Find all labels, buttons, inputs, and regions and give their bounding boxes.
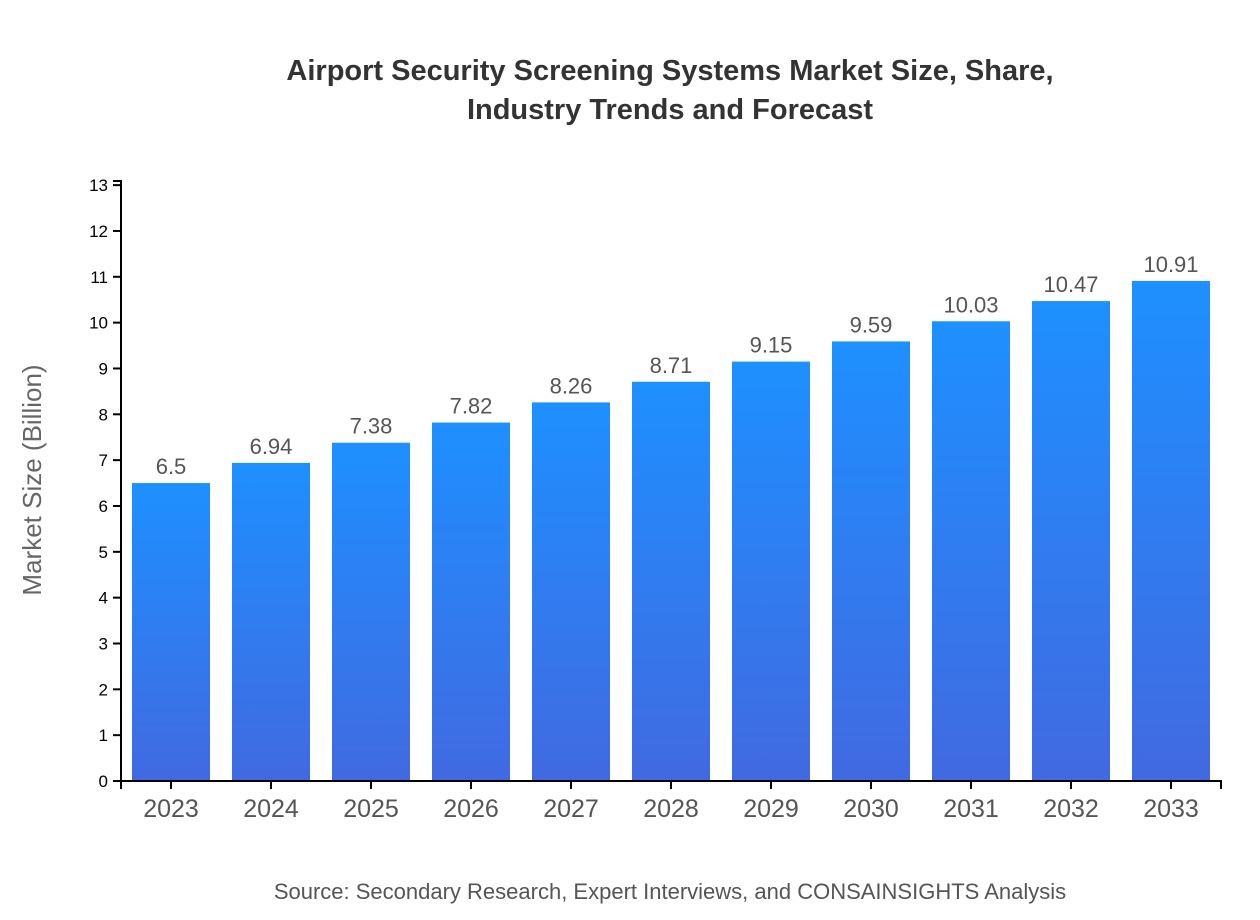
x-axis-line [120,780,1222,789]
y-tick-label-4: 4 [99,589,108,608]
x-tick-label-2030: 2030 [843,795,899,823]
y-tick-label-12: 12 [89,222,108,241]
y-tick-label-5: 5 [99,543,108,562]
y-tick-label-13: 13 [89,176,108,195]
data-label-2025: 7.38 [350,414,393,439]
y-tick-label-2: 2 [99,680,108,699]
x-tick-label-2028: 2028 [643,795,699,823]
x-tick-label-2032: 2032 [1043,795,1099,823]
bar-2024 [232,462,310,781]
data-label-2031: 10.03 [943,292,998,317]
bars: 6.5 6.94 7.38 7.82 8.26 8.71 9.15 9.59 10.03 10.4… [132,252,1210,781]
data-label-2029: 9.15 [750,333,793,358]
bar-2031 [932,321,1010,781]
x-tick-label-2027: 2027 [543,795,599,823]
data-label-2024: 6.94 [250,434,293,459]
y-tick-label-6: 6 [99,497,108,516]
bar-2026 [432,422,510,781]
chart-title-line-1: Airport Security Screening Systems Marke… [286,55,1053,87]
x-tick-label-2023: 2023 [143,795,199,823]
x-tick-label-2033: 2033 [1143,795,1199,823]
y-tick-label-8: 8 [99,405,108,424]
y-tick-label-9: 9 [99,359,108,378]
bar-2029 [732,361,810,781]
bar-2027 [532,402,610,781]
data-label-2028: 8.71 [650,353,693,378]
data-label-2032: 10.47 [1043,272,1098,297]
data-label-2030: 9.59 [850,312,893,337]
bar-2032 [1032,301,1110,781]
data-label-2026: 7.82 [450,394,493,419]
y-axis-label: Market Size (Billion) [17,364,47,595]
x-tick-label-2024: 2024 [243,795,299,823]
y-tick-label-11: 11 [90,268,108,287]
y-tick-label-0: 0 [99,772,108,791]
y-tick-label-3: 3 [99,634,108,653]
x-tick-label-2029: 2029 [743,795,799,823]
data-label-2027: 8.26 [550,373,593,398]
bar-2030 [832,341,910,781]
x-axis: 2023 2024 2025 2026 2027 2028 2029 2030 2031 2032… [120,780,1222,823]
x-tick-label-2026: 2026 [443,795,499,823]
bar-2028 [632,381,710,781]
bar-2033 [1132,280,1210,781]
y-axis-line [113,180,122,782]
source-note: Source: Secondary Research, Expert Inter… [274,879,1066,904]
x-tick-label-2025: 2025 [343,795,399,823]
chart-title-line-2: Industry Trends and Forecast [467,94,873,126]
data-label-2023: 6.5 [156,454,187,479]
bar-2025 [332,442,410,781]
y-tick-label-10: 10 [89,314,108,333]
y-tick-label-1: 1 [99,726,108,745]
data-label-2033: 10.91 [1143,252,1198,277]
y-tick-label-7: 7 [99,451,108,470]
x-tick-label-2031: 2031 [943,795,999,823]
bar-2023 [132,483,210,781]
